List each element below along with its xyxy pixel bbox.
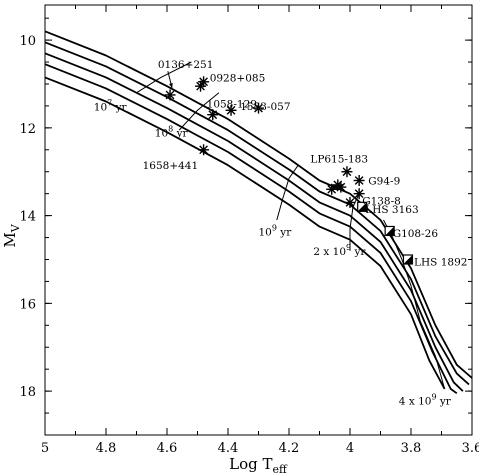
isochrone-line: [178, 92, 220, 131]
star-name-label: 1058-129: [207, 99, 257, 111]
isochrone-label: 108 yr: [155, 125, 189, 140]
asterisk-marker: [326, 183, 338, 195]
x-tick-label: 5: [41, 441, 49, 456]
isochrone-line: [276, 164, 299, 221]
asterisk-marker: [207, 109, 219, 121]
isochrone-label: 109 yr: [259, 223, 293, 238]
x-tick-label: 4.8: [96, 441, 117, 456]
isochrone-label: 2 x 109 yr: [313, 243, 366, 258]
star-name-label: LHS 1892: [414, 257, 467, 269]
star-name-label: 1533-057: [240, 101, 290, 113]
square-marker: [384, 225, 395, 237]
x-axis-title: Log Teff: [229, 455, 288, 475]
x-tick-label: 4.4: [218, 441, 239, 456]
y-tick-label: 16: [19, 297, 36, 312]
asterisk-stroke: [342, 167, 352, 177]
star-name-label: 0136+251: [158, 59, 214, 71]
x-tick-label: 4: [346, 441, 354, 456]
asterisk-stroke: [254, 103, 263, 113]
y-tick-label: 12: [19, 122, 36, 137]
pointer-arrow-head: [169, 83, 173, 88]
square-marker: [402, 254, 414, 265]
square-marker-fill: [357, 202, 367, 212]
asterisk-marker: [225, 104, 237, 116]
asterisk-marker: [164, 89, 176, 101]
asterisk-marker: [353, 188, 365, 200]
axis-ticks: 5 4.8 4.6 4.4 4.2 4 3.8 3.6 10 12 14 16 18: [19, 5, 479, 456]
star-name-label: G138-8: [362, 195, 401, 207]
isochrones: [136, 61, 446, 390]
x-tick-label: 3.8: [401, 441, 422, 456]
square-marker-fill: [385, 226, 395, 236]
square-marker: [357, 201, 368, 212]
y-tick-label: 10: [19, 34, 36, 49]
asterisk-stroke: [354, 189, 364, 199]
star-name-label: LHS 3163: [365, 204, 418, 216]
asterisk-stroke: [345, 198, 355, 207]
y-tick-label: 18: [19, 385, 36, 400]
isochrone-label: 4 x 109 yr: [399, 392, 452, 407]
plot-frame: [44, 4, 473, 436]
star-markers: [164, 76, 414, 265]
asterisk-marker: [344, 196, 356, 208]
asterisk-stroke: [354, 176, 364, 185]
asterisk-marker: [198, 144, 210, 156]
y-tick-label: 14: [19, 210, 36, 225]
asterisk-marker: [341, 166, 353, 178]
asterisk-marker: [253, 102, 264, 114]
asterisk-stroke: [327, 184, 337, 194]
x-tick-label: 3.6: [462, 441, 479, 456]
asterisk-marker: [353, 175, 365, 187]
y-axis-title: MV: [1, 223, 22, 247]
annotations: 107 yr 108 yr 109 yr 2 x 109 yr 4 x 109 yr 01…: [94, 59, 468, 407]
star-name-label: G108-26: [393, 228, 439, 240]
asterisk-stroke: [199, 145, 208, 155]
cooling-track-line: [44, 41, 470, 386]
isochrone-line: [349, 193, 360, 251]
asterisk-stroke: [336, 182, 346, 192]
asterisk-stroke: [226, 105, 236, 115]
cooling-track-line: [44, 76, 446, 390]
asterisk-stroke: [196, 81, 205, 91]
asterisk-stroke: [165, 90, 175, 100]
isochrone-line: [383, 219, 446, 390]
asterisk-stroke: [208, 110, 218, 120]
isochrone-label: 107 yr: [94, 98, 128, 113]
cooling-track-line: [44, 52, 464, 392]
square-marker-fill: [403, 254, 413, 264]
star-name-label: LP615-183: [310, 154, 368, 166]
asterisk-marker: [335, 181, 347, 193]
asterisk-marker: [195, 80, 207, 92]
star-name-label: G94-9: [368, 176, 400, 188]
star-name-label: 0928+085: [210, 72, 266, 84]
star-name-label: 1658+441: [143, 160, 199, 172]
x-tick-label: 4.6: [157, 441, 178, 456]
x-tick-label: 4.2: [279, 441, 300, 456]
isochrone-line: [136, 61, 192, 94]
